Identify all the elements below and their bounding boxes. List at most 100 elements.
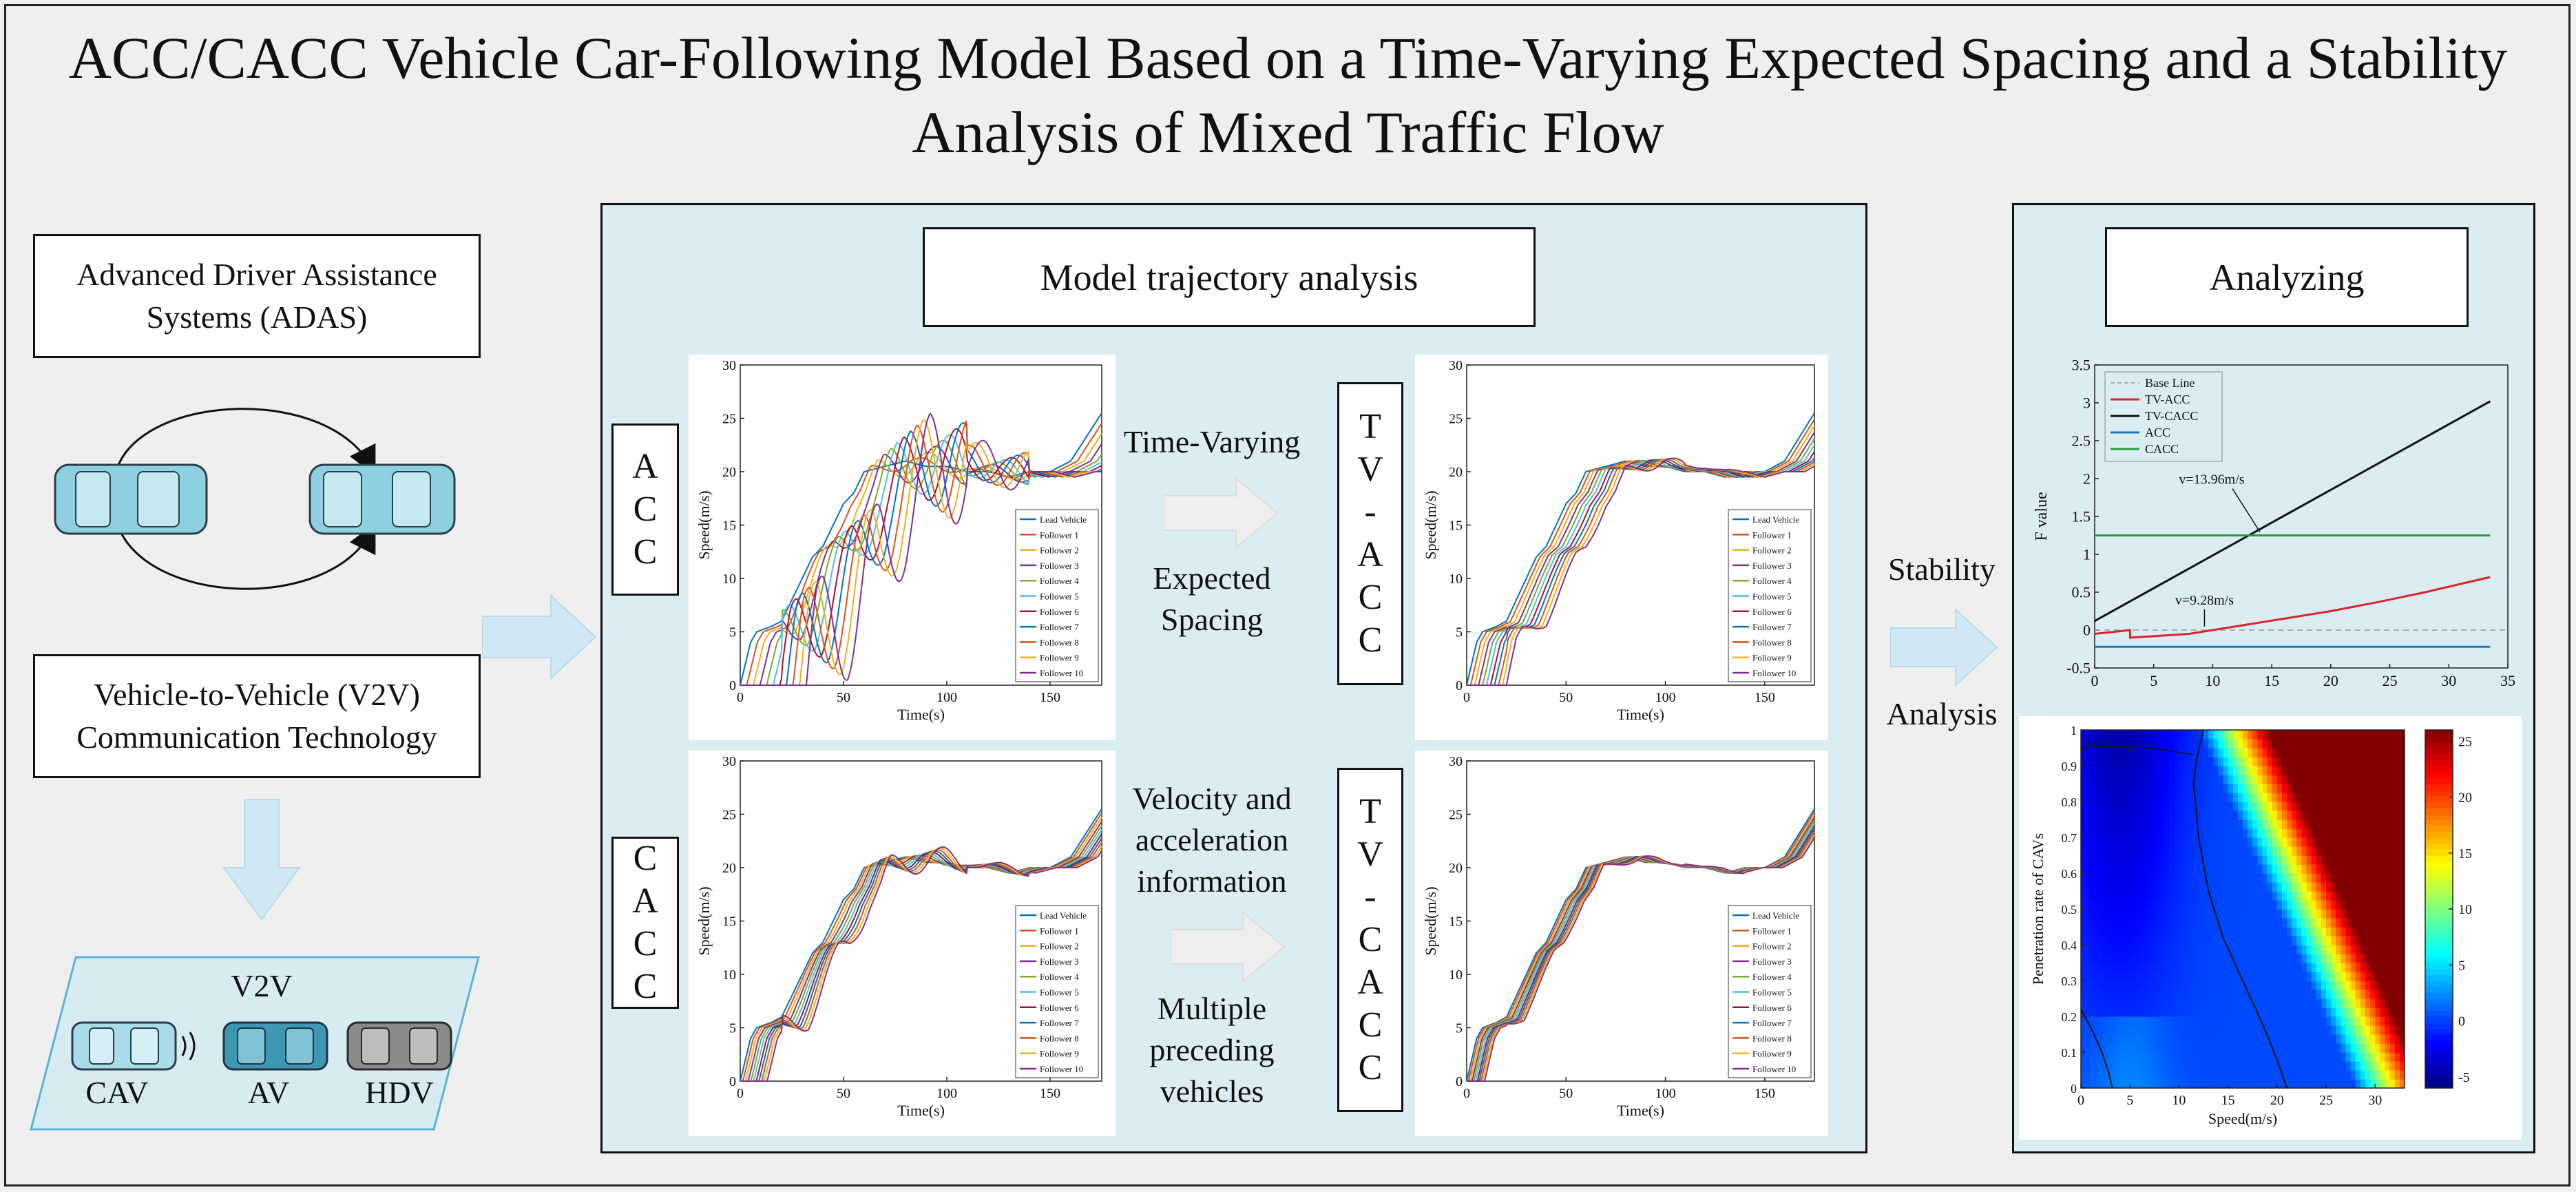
heatmap-cell — [2100, 828, 2106, 838]
heatmap-cell — [2139, 972, 2146, 981]
heatmap-cell — [2159, 998, 2165, 1008]
heatmap-cell — [2174, 981, 2179, 990]
heatmap-cell — [2321, 1034, 2327, 1044]
heatmap-cell — [2248, 784, 2253, 793]
heatmap-cell — [2360, 981, 2366, 990]
heatmap-cell — [2394, 998, 2400, 1008]
colorbar-cell — [2425, 1052, 2453, 1059]
x-tick-label: 0 — [1463, 1086, 1470, 1101]
heatmap-cell — [2237, 998, 2243, 1008]
heatmap-cell — [2272, 963, 2278, 972]
legend-entry: Lead Vehicle — [1040, 910, 1087, 921]
heatmap-cell — [2243, 828, 2248, 838]
heatmap-cell — [2100, 1070, 2106, 1080]
heatmap-cell — [2139, 1061, 2146, 1071]
heatmap-cell — [2276, 972, 2283, 981]
heatmap-cell — [2350, 900, 2356, 910]
heatmap-cell — [2169, 927, 2175, 937]
heatmap-cell — [2218, 1025, 2224, 1035]
heatmap-cell — [2110, 927, 2116, 937]
heatmap-cell — [2174, 766, 2179, 775]
heatmap-cell — [2287, 784, 2292, 793]
heatmap-cell — [2341, 1070, 2347, 1080]
heatmap-cell — [2262, 981, 2268, 990]
heatmap-cell — [2252, 846, 2258, 856]
heatmap-cell — [2311, 1061, 2317, 1071]
heatmap-cell — [2228, 855, 2234, 865]
heatmap-cell — [2282, 1007, 2287, 1017]
x-tick-label: 20 — [2323, 672, 2338, 689]
heatmap-cell — [2154, 811, 2160, 820]
heatmap-cell — [2193, 855, 2199, 865]
adas-box: Advanced Driver Assistance Systems (ADAS… — [33, 234, 481, 358]
heatmap-cell — [2125, 855, 2130, 865]
heatmap-cell — [2350, 909, 2356, 919]
stability-below-text: Analysis — [1886, 696, 1998, 731]
heatmap-cell — [2149, 784, 2155, 793]
heatmap-cell — [2321, 802, 2327, 811]
heatmap-cell — [2100, 936, 2106, 945]
heatmap-cell — [2365, 757, 2371, 766]
heatmap-cell — [2120, 900, 2126, 910]
heatmap-cell — [2198, 882, 2204, 892]
heatmap-cell — [2326, 819, 2332, 829]
heatmap-cell — [2169, 1043, 2175, 1053]
heatmap-cell — [2385, 1025, 2391, 1035]
heatmap-cell — [2360, 739, 2366, 749]
heatmap-cell — [2248, 1061, 2253, 1071]
heatmap-cell — [2110, 1070, 2116, 1080]
heatmap-cell — [2248, 1070, 2253, 1080]
heatmap-cell — [2345, 757, 2352, 766]
heatmap-cell — [2149, 900, 2155, 910]
heatmap-cell — [2184, 882, 2190, 892]
heatmap-cell — [2301, 963, 2307, 972]
heatmap-cell — [2345, 963, 2352, 972]
heatmap-cell — [2169, 766, 2175, 775]
heatmap-cell — [2081, 954, 2086, 963]
heatmap-cell — [2345, 990, 2352, 999]
heatmap-cell — [2188, 784, 2195, 793]
heatmap-cell — [2389, 739, 2396, 749]
colorbar-cell — [2425, 903, 2453, 910]
heatmap-cell — [2355, 757, 2361, 766]
heatmap-cell — [2370, 828, 2376, 838]
heatmap-cell — [2321, 891, 2327, 901]
heatmap-cell — [2237, 1070, 2243, 1080]
heatmap-cell — [2282, 1052, 2287, 1062]
heatmap-cell — [2159, 972, 2165, 981]
y-tick-label: 0 — [729, 1074, 736, 1089]
heatmap-cell — [2095, 909, 2102, 919]
heatmap-cell — [2135, 936, 2140, 945]
heatmap-cell — [2380, 819, 2386, 829]
heatmap-cell — [2262, 1079, 2268, 1089]
heatmap-cell — [2399, 945, 2405, 954]
heatmap-cell — [2203, 990, 2209, 999]
heatmap-cell — [2389, 963, 2396, 972]
heatmap-cell — [2272, 775, 2278, 784]
heatmap-cell — [2262, 972, 2268, 981]
heatmap-cell — [2326, 1061, 2332, 1071]
heatmap-cell — [2301, 855, 2307, 865]
colorbar-cell — [2425, 807, 2453, 814]
heatmap-cell — [2110, 981, 2116, 990]
heatmap-cell — [2198, 1043, 2204, 1053]
heatmap-cell — [2316, 748, 2322, 757]
heatmap-cell — [2248, 1007, 2253, 1017]
heatmap-cell — [2326, 927, 2332, 937]
heatmap-cell — [2311, 981, 2317, 990]
heatmap-cell — [2282, 828, 2287, 838]
y-tick-label: 20 — [1449, 465, 1463, 480]
colorbar-cell — [2425, 867, 2453, 874]
heatmap-cell — [2336, 954, 2341, 963]
y-tick-label: 5 — [729, 1021, 736, 1036]
heatmap-cell — [2135, 802, 2140, 811]
heatmap-cell — [2169, 1034, 2175, 1044]
heatmap-cell — [2179, 981, 2185, 990]
heatmap-cell — [2125, 766, 2130, 775]
heatmap-cell — [2287, 1070, 2292, 1080]
heatmap-cell — [2375, 775, 2380, 784]
heatmap-cell — [2237, 775, 2243, 784]
heatmap-cell — [2306, 981, 2312, 990]
heatmap-cell — [2203, 811, 2209, 820]
page-title: ACC/CACC Vehicle Car-Following Model Bas… — [68, 25, 2508, 165]
